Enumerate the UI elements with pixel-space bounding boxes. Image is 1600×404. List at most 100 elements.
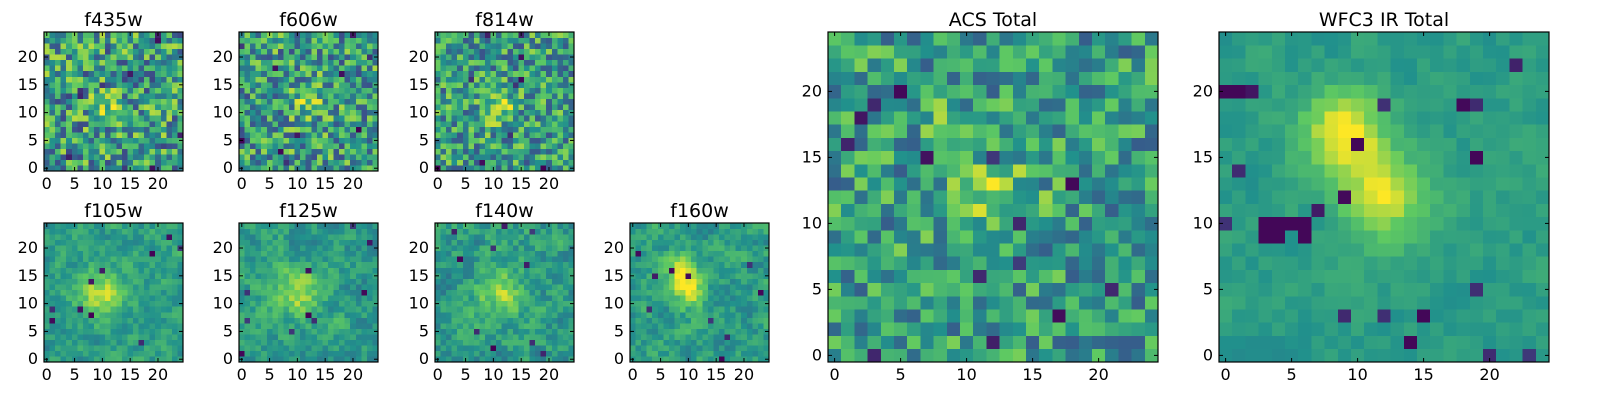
heatmap-cell [457, 127, 463, 133]
heatmap-cell [474, 49, 480, 55]
heatmap-cell [468, 88, 474, 94]
heatmap-cell [752, 229, 758, 235]
heatmap-cell [691, 290, 697, 296]
heatmap-cell [139, 262, 145, 268]
heatmap-cell [317, 149, 323, 155]
heatmap-cell [680, 262, 686, 268]
heatmap-cell [72, 245, 78, 251]
heatmap-cell [311, 32, 317, 38]
heatmap-cell [485, 160, 491, 166]
heatmap-cell [457, 345, 463, 351]
heatmap-cell [530, 71, 536, 77]
heatmap-cell [947, 309, 961, 323]
heatmap-cell [317, 306, 323, 312]
heatmap-cell [139, 93, 145, 99]
heatmap-cell [636, 340, 642, 346]
heatmap-cell [356, 132, 362, 138]
heatmap-cell [144, 234, 150, 240]
heatmap-cell [166, 143, 172, 149]
heatmap-cell [474, 251, 480, 257]
heatmap-cell [747, 279, 753, 285]
heatmap-cell [278, 251, 284, 257]
heatmap-cell [72, 115, 78, 121]
heatmap-cell [311, 240, 317, 246]
heatmap-cell [507, 329, 513, 335]
heatmap-cell [88, 127, 94, 133]
heatmap-cell [55, 334, 61, 340]
heatmap-cell [66, 229, 72, 235]
heatmap-cell [502, 127, 508, 133]
heatmap-cell [144, 110, 150, 116]
heatmap-cell [947, 190, 961, 204]
heatmap-cell [289, 262, 295, 268]
heatmap-cell [306, 329, 312, 335]
heatmap-cell [267, 76, 273, 82]
heatmap-cell [66, 71, 72, 77]
heatmap-cell [328, 301, 334, 307]
heatmap-cell [641, 256, 647, 262]
heatmap-cell [144, 71, 150, 77]
heatmap-cell [339, 240, 345, 246]
heatmap-cell [563, 345, 569, 351]
heatmap-cell [973, 243, 987, 257]
heatmap-cell [530, 323, 536, 329]
heatmap-cell [1026, 296, 1040, 310]
heatmap-cell [155, 49, 161, 55]
heatmap-cell [83, 240, 89, 246]
heatmap-cell [55, 251, 61, 257]
heatmap-cell [920, 204, 934, 218]
heatmap-cell [166, 104, 172, 110]
heatmap-cell [552, 267, 558, 273]
heatmap-cell [66, 32, 72, 38]
heatmap-cell [50, 138, 56, 144]
heatmap-cell [691, 240, 697, 246]
heatmap-cell [546, 160, 552, 166]
heatmap-cell [150, 256, 156, 262]
heatmap-cell [513, 290, 519, 296]
heatmap-cell [947, 322, 961, 336]
heatmap-cell [457, 334, 463, 340]
heatmap-cell [166, 71, 172, 77]
heatmap-cell [300, 251, 306, 257]
heatmap-cell [435, 160, 441, 166]
heatmap-cell [239, 60, 245, 66]
heatmap-cell [518, 143, 524, 149]
heatmap-cell [345, 88, 351, 94]
heatmap-cell [524, 71, 530, 77]
heatmap-cell [278, 132, 284, 138]
heatmap-cell [105, 273, 111, 279]
heatmap-cell [485, 301, 491, 307]
heatmap-cell [94, 351, 100, 357]
heatmap-cell [105, 82, 111, 88]
heatmap-cell [736, 334, 742, 340]
heatmap-cell [295, 279, 301, 285]
heatmap-cell [250, 121, 256, 127]
y-tick-label: 20 [604, 238, 624, 257]
heatmap-cell [256, 104, 262, 110]
heatmap-cell [300, 340, 306, 346]
heatmap-cell [317, 115, 323, 121]
heatmap-cell [350, 76, 356, 82]
heatmap-cell [55, 340, 61, 346]
heatmap-cell [50, 160, 56, 166]
heatmap-cell [457, 284, 463, 290]
heatmap-cell [934, 322, 948, 336]
heatmap-cell [256, 38, 262, 44]
heatmap-cell [166, 154, 172, 160]
heatmap-cell [530, 334, 536, 340]
heatmap-cell [1026, 230, 1040, 244]
heatmap-cell [658, 251, 664, 257]
heatmap-cell [986, 322, 1000, 336]
heatmap-cell [747, 312, 753, 318]
heatmap-cell [463, 160, 469, 166]
heatmap-cell [289, 60, 295, 66]
heatmap-cell [350, 279, 356, 285]
heatmap-cell [479, 143, 485, 149]
heatmap-cell [474, 88, 480, 94]
heatmap-cell [245, 54, 251, 60]
heatmap-cell [356, 234, 362, 240]
heatmap-cell [345, 251, 351, 257]
heatmap-cell [139, 71, 145, 77]
heatmap-cell [713, 251, 719, 257]
heatmap-cell [1066, 204, 1080, 218]
